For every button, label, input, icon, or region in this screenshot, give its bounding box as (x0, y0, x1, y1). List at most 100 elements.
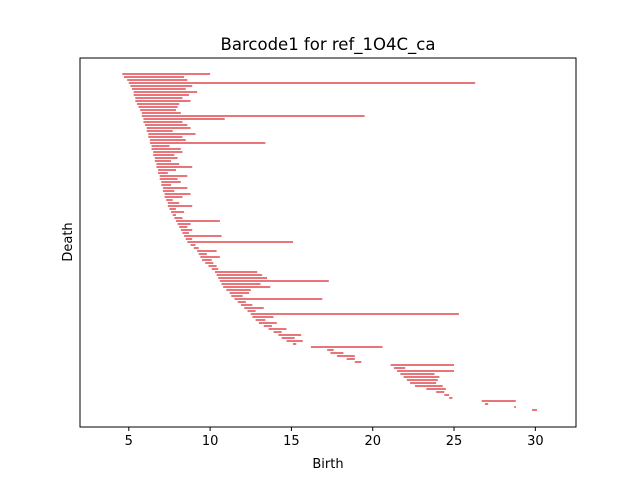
barcode-bar (403, 376, 440, 378)
barcode-bar (190, 244, 196, 246)
barcode-bar (390, 364, 455, 366)
barcode-bar (171, 211, 185, 213)
barcode-bar (145, 124, 188, 126)
barcode-bar (164, 193, 191, 195)
x-tick-label: 25 (446, 434, 463, 449)
x-tick-label: 30 (527, 434, 544, 449)
barcode-bar (193, 247, 199, 249)
barcode-bar (237, 301, 246, 303)
y-axis-label: Death (61, 222, 76, 261)
barcode-bar (273, 331, 282, 333)
barcode-bar (205, 262, 214, 264)
barcode-bar (148, 133, 196, 135)
barcode-bar (216, 274, 263, 276)
barcode-bar (138, 106, 178, 108)
barcode-bar (187, 241, 294, 243)
plot-frame (79, 57, 577, 428)
barcode-bar (158, 172, 168, 174)
x-tick-label: 15 (283, 434, 300, 449)
x-tick-label: 5 (125, 434, 133, 449)
barcode-bar (153, 154, 175, 156)
barcode-bar (281, 337, 295, 339)
barcode-bar (449, 397, 453, 399)
barcode-bar (123, 76, 185, 78)
barcode-bar (200, 256, 220, 258)
barcode-bar (151, 148, 181, 150)
barcode-bar (149, 139, 186, 141)
barcode-bar (136, 103, 180, 105)
barcode-bar (133, 94, 189, 96)
barcode-bar (169, 208, 176, 210)
barcode-bar (162, 187, 188, 189)
barcode-bar (182, 232, 189, 234)
barcode-bar (354, 361, 362, 363)
barcode-bar (218, 277, 268, 279)
barcode-bar (415, 385, 443, 387)
barcode-bar (141, 112, 181, 114)
barcode-bar (258, 322, 277, 324)
barcode-bar (174, 217, 183, 219)
barcode-bar (198, 253, 207, 255)
barcode-bar (161, 184, 172, 186)
barcode-bar (151, 145, 170, 147)
barcode-bar (159, 175, 188, 177)
barcode-bar (229, 292, 250, 294)
barcode-bar (223, 286, 271, 288)
barcode-bar (140, 109, 176, 111)
barcode-bar (250, 313, 459, 315)
bars-layer (122, 73, 537, 411)
barcode-bar (247, 310, 256, 312)
barcode-bar (346, 358, 355, 360)
barcode-bar (180, 229, 193, 231)
barcode-bar (156, 163, 180, 165)
barcode-bar (410, 382, 437, 384)
barcode-bar (184, 235, 222, 237)
barcode-bar (241, 304, 253, 306)
barcode-bar (255, 319, 266, 321)
barcode-bar (179, 226, 188, 228)
barcode-bar (426, 388, 446, 390)
barcode-bar (158, 169, 176, 171)
barcode-bar (211, 268, 219, 270)
x-tick-label: 10 (202, 434, 219, 449)
barcode-bar (208, 265, 217, 267)
barcode-bar (127, 79, 188, 81)
barcode-bar (167, 205, 193, 207)
barcode-bar (514, 406, 516, 408)
barcode-bar (133, 91, 198, 93)
barcode-bar (197, 250, 217, 252)
barcode-bar (135, 100, 191, 102)
barcode-bar (167, 202, 180, 204)
chart-title: Barcode1 for ref_1O4C_ca (221, 35, 436, 55)
barcode-bar (122, 73, 211, 75)
barcode-bar (172, 214, 176, 216)
barcode-bar (231, 295, 243, 297)
barcode-bar (143, 118, 225, 120)
barcode-bar (336, 355, 355, 357)
barcode-bar (154, 160, 172, 162)
barcode-bar (154, 157, 178, 159)
barcode-bar (141, 115, 365, 117)
barcode-bar (330, 352, 344, 354)
barcode-bar (263, 325, 272, 327)
barcode-bar (293, 343, 297, 345)
barcode-bar (286, 340, 303, 342)
barcode-bar (156, 166, 193, 168)
barcode-bar (327, 349, 334, 351)
barcode-bar (143, 121, 183, 123)
barcode-bar (444, 394, 450, 396)
x-tick-label: 20 (364, 434, 381, 449)
barcode-bar (132, 88, 186, 90)
x-axis-ticks: 5 10 15 20 25 30 (125, 427, 544, 449)
barcode-bar (177, 223, 191, 225)
barcode-bar (219, 280, 329, 282)
barcode-bar (128, 82, 476, 84)
barcode-bar (221, 283, 261, 285)
barcode-bar (436, 391, 445, 393)
barcode-bar (226, 289, 251, 291)
barcode-bar (393, 367, 406, 369)
barcode-bar (164, 196, 183, 198)
barcode-bar (146, 130, 173, 132)
